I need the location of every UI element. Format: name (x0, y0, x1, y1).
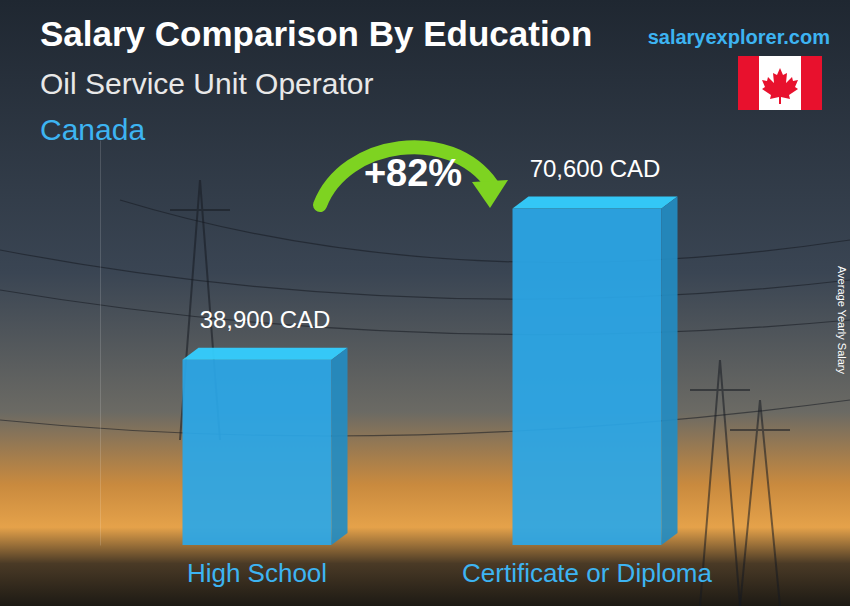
background-decoration (0, 180, 850, 606)
x-tick: High School (187, 558, 327, 588)
bar-side (662, 197, 678, 545)
y-axis-line (100, 141, 101, 546)
source: salaryexplorer.com (648, 26, 830, 48)
bars (183, 197, 678, 545)
bar-front (183, 360, 332, 545)
arrow (320, 147, 492, 205)
bar (183, 348, 348, 545)
flag-field (738, 56, 822, 110)
arrow-head (472, 180, 508, 208)
y-axis-title: Average Yearly Salary (836, 266, 848, 375)
flag (738, 56, 822, 110)
x-tick-label: High School (187, 558, 327, 588)
bar-front (513, 209, 662, 545)
data-label: 70,600 CAD (530, 155, 661, 182)
subtitle: Oil Service Unit Operator (40, 67, 373, 100)
flag-band (738, 56, 759, 110)
bar (513, 197, 678, 545)
power-line (0, 290, 850, 335)
x-axis: High School Certificate or Diploma (187, 558, 713, 588)
background (0, 0, 850, 606)
flag-band (801, 56, 822, 110)
maple-leaf (762, 68, 798, 104)
x-tick: Certificate or Diploma (462, 558, 713, 588)
data-label: 38,900 CAD (200, 306, 331, 333)
tower (730, 400, 790, 606)
bar-side (332, 348, 348, 545)
chart: 38,900 CAD 70,600 CAD High School Certifica… (0, 0, 850, 606)
location: Canada (40, 113, 145, 146)
y-axis (100, 141, 101, 546)
bar-top (513, 197, 678, 209)
x-tick-label: Certificate or Diploma (462, 558, 713, 588)
power-line (0, 400, 850, 436)
change-label: +82% (364, 152, 462, 194)
title: Salary Comparison By Education (40, 14, 592, 53)
bar-top (183, 348, 348, 360)
